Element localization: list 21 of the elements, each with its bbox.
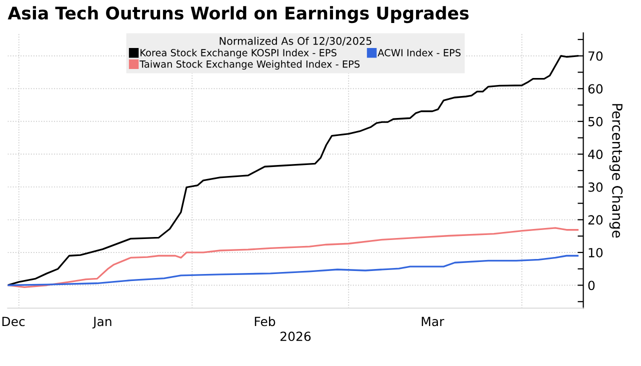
legend-label: ACWI Index - EPS [378,48,461,56]
x-axis-title: 2026 [280,332,311,342]
legend-label: Taiwan Stock Exchange Weighted Index - EPS [140,60,360,70]
x-tick-label: Jan [92,316,112,329]
x-tick-label: Dec [2,316,25,326]
y-tick-label: 0 [588,280,595,290]
legend-label: Korea Stock Exchange KOSPI Index - EPS [140,48,336,58]
y-tick-label: 70 [588,51,603,61]
x-tick-label: Mar [422,316,444,326]
legend-title: Normalized As Of 12/30/2025 [220,36,372,46]
line-series [8,254,579,286]
y-tick-label: 20 [588,215,603,225]
y-tick-label: 10 [588,248,603,258]
y-tick-label: 50 [588,116,603,126]
line-series [8,227,579,288]
y-tick-label: 60 [588,84,603,94]
y-axis-title: Percentage Change [609,104,623,238]
chart-title: Asia Tech Outruns World on Earnings Upgrades [8,6,469,24]
y-tick-label: 30 [588,182,603,192]
x-tick-label: Feb [254,316,276,326]
y-tick-label: 40 [588,150,603,160]
